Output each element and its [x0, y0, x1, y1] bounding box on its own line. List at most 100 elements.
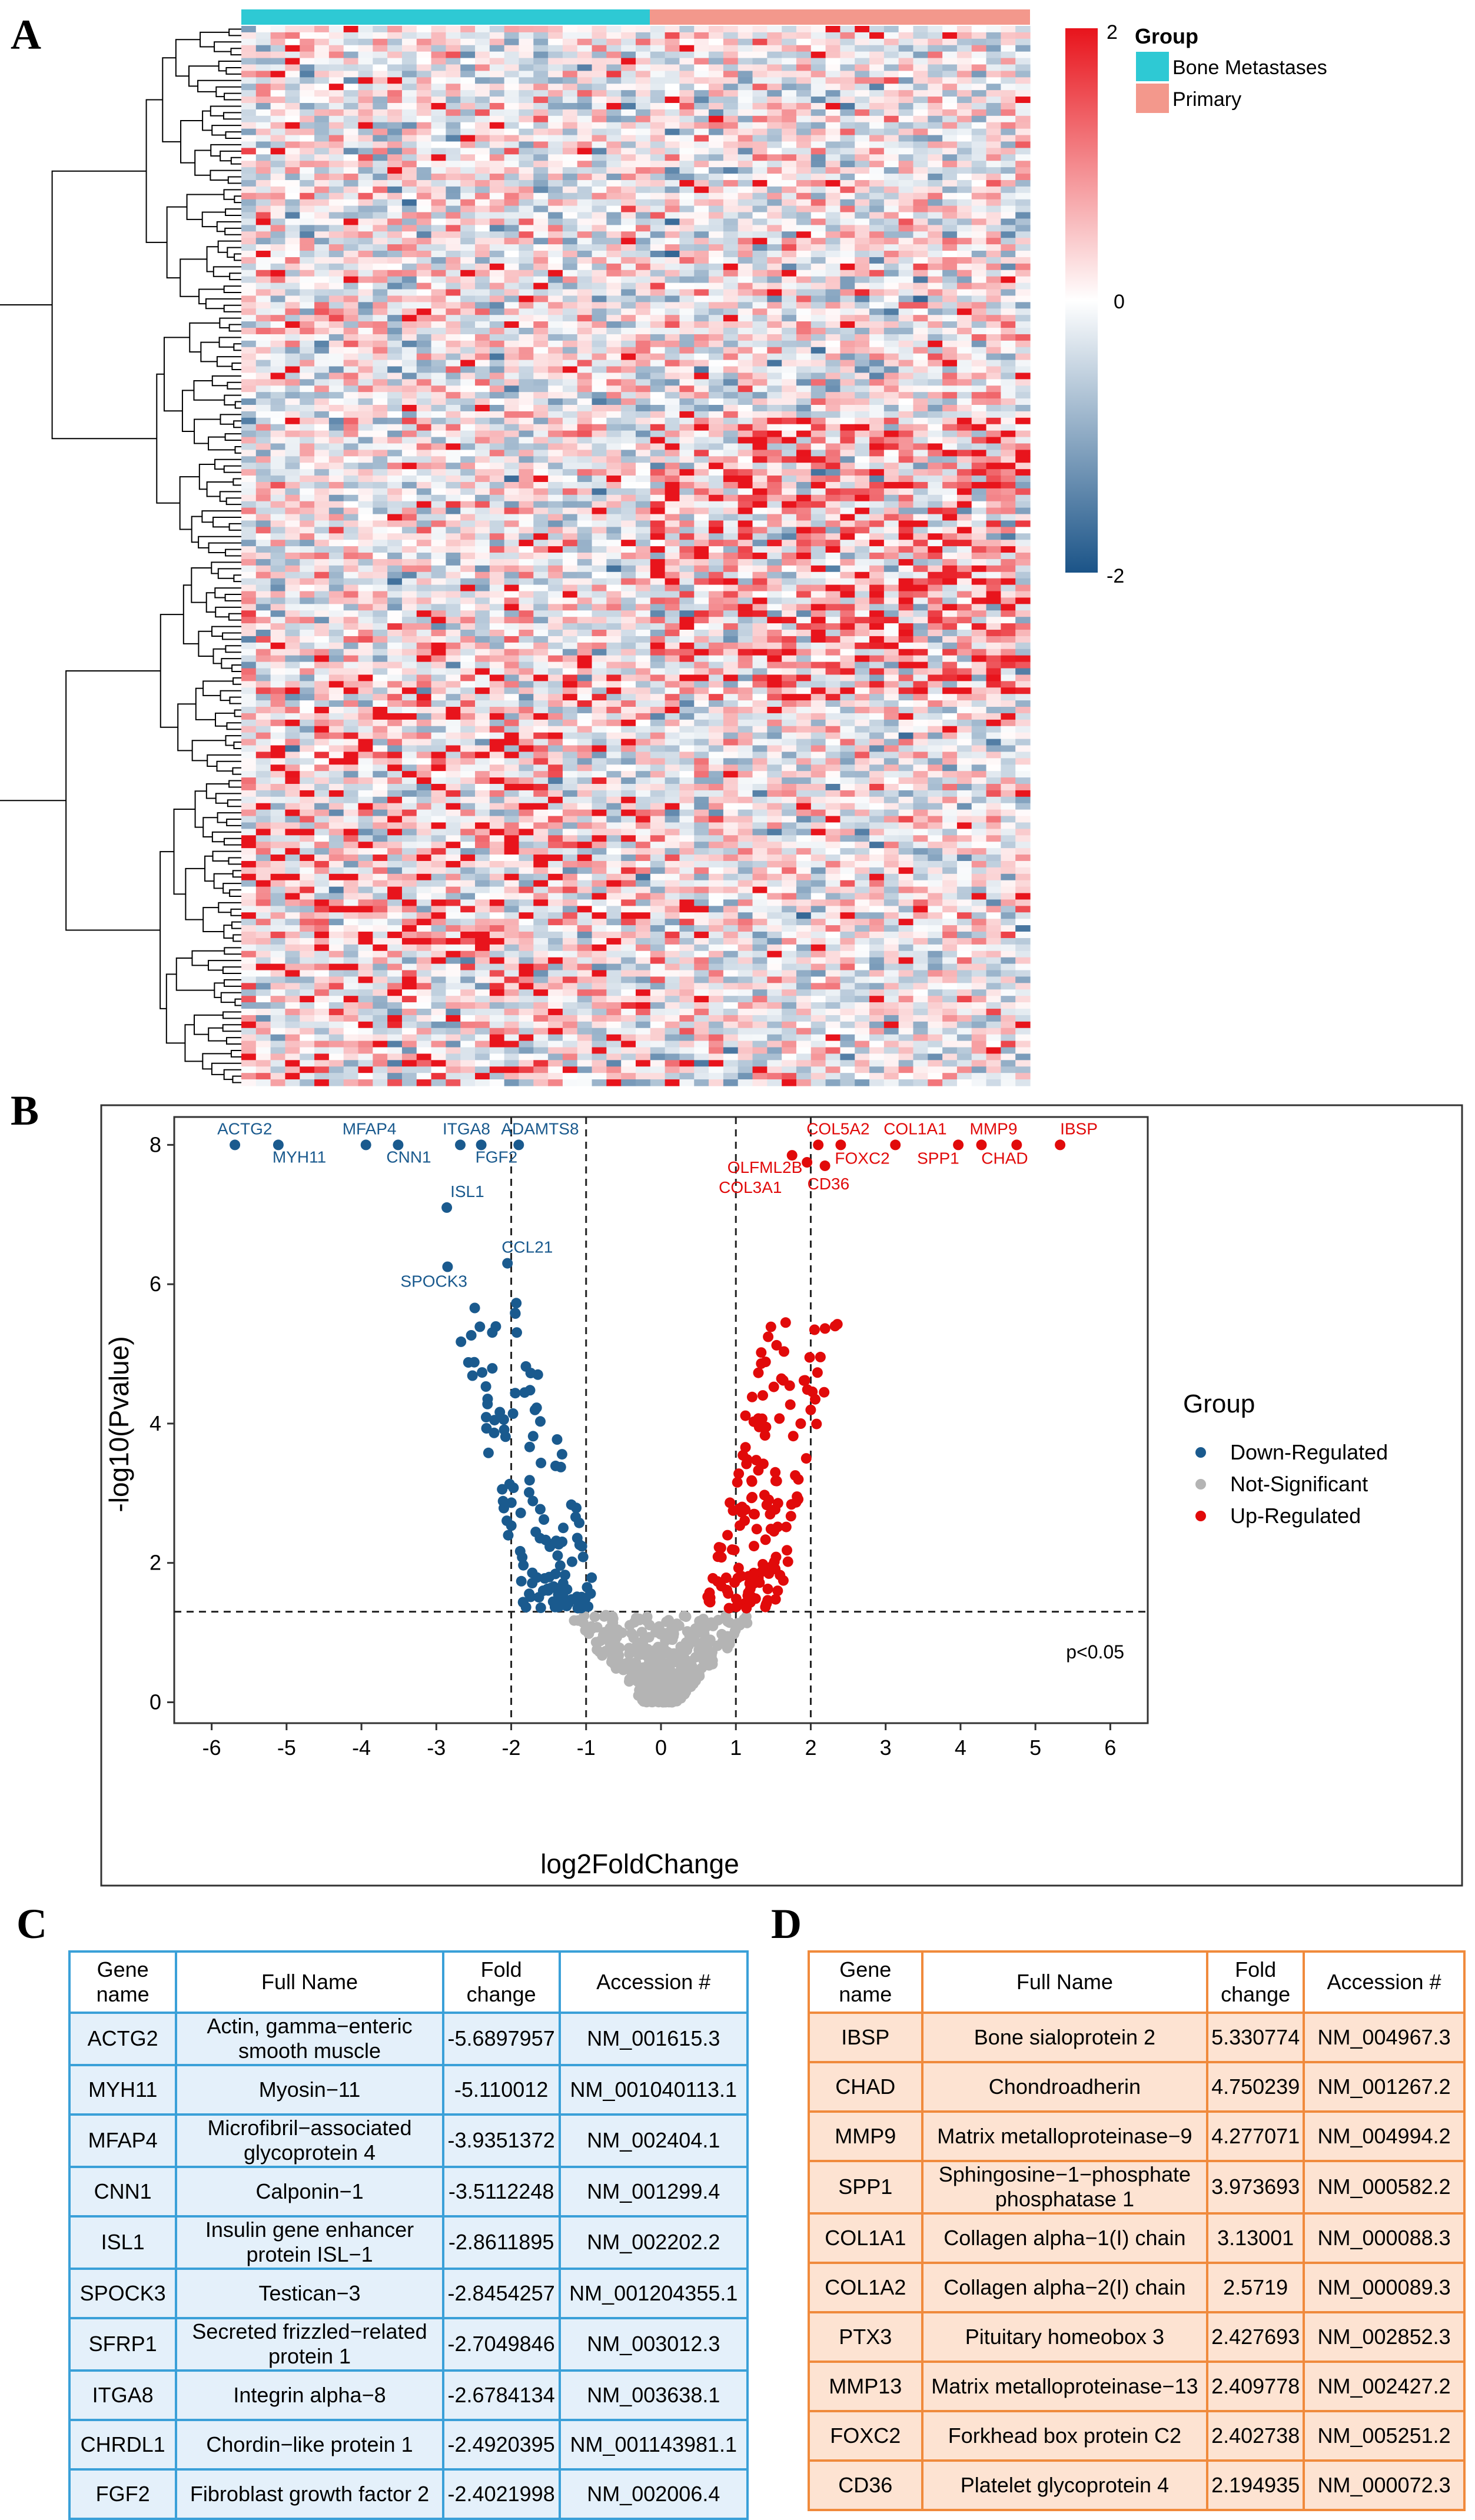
- heatmap-cell: [1015, 418, 1030, 425]
- heatmap-cell: [241, 32, 256, 39]
- heatmap-cell: [855, 295, 869, 302]
- heatmap-cell: [826, 579, 841, 586]
- heatmap-cell: [431, 52, 446, 59]
- heatmap-cell: [928, 488, 942, 496]
- heatmap-cell: [709, 476, 723, 483]
- heatmap-cell: [913, 347, 928, 354]
- heatmap-cell: [650, 103, 665, 110]
- heatmap-cell: [694, 167, 709, 174]
- heatmap-cell: [884, 456, 899, 463]
- heatmap-cell: [738, 566, 753, 573]
- heatmap-cell: [782, 45, 796, 52]
- heatmap-cell: [285, 148, 300, 155]
- heatmap-cell: [241, 97, 256, 104]
- heatmap-cell: [504, 501, 519, 508]
- heatmap-cell: [738, 257, 753, 264]
- heatmap-cell: [271, 379, 285, 386]
- heatmap-cell: [869, 321, 884, 328]
- heatmap-cell: [986, 559, 1001, 566]
- heatmap-cell: [475, 559, 490, 566]
- heatmap-cell: [344, 566, 358, 573]
- heatmap-cell: [402, 109, 417, 117]
- heatmap-cell: [577, 411, 592, 418]
- heatmap-cell: [986, 424, 1001, 431]
- heatmap-cell: [913, 161, 928, 168]
- heatmap-cell: [796, 251, 811, 258]
- heatmap-cell: [621, 231, 636, 238]
- dendrogram-branch: [232, 768, 241, 774]
- heatmap-cell: [475, 218, 490, 225]
- heatmap-cell: [417, 527, 431, 534]
- heatmap-cell: [314, 141, 329, 148]
- heatmap-cell: [417, 469, 431, 476]
- heatmap-cell: [548, 463, 563, 470]
- heatmap-cell: [796, 315, 811, 322]
- heatmap-cell: [592, 26, 607, 33]
- heatmap-cell: [855, 154, 869, 161]
- heatmap-cell: [329, 84, 344, 91]
- heatmap-cell: [942, 591, 957, 599]
- heatmap-cell: [942, 141, 957, 148]
- heatmap-cell: [884, 122, 899, 129]
- heatmap-cell: [723, 32, 738, 39]
- heatmap-cell: [533, 148, 548, 155]
- heatmap-cell: [928, 45, 942, 52]
- heatmap-cell: [913, 476, 928, 483]
- heatmap-cell: [709, 321, 723, 328]
- heatmap-cell: [563, 431, 577, 438]
- heatmap-cell: [358, 463, 373, 470]
- heatmap-cell: [826, 167, 841, 174]
- heatmap-cell: [373, 167, 387, 174]
- heatmap-cell: [884, 546, 899, 553]
- heatmap-cell: [606, 469, 621, 476]
- heatmap-cell: [577, 154, 592, 161]
- heatmap-cell: [840, 97, 855, 104]
- heatmap-cell: [986, 405, 1001, 412]
- heatmap-cell: [285, 520, 300, 527]
- heatmap-cell: [855, 290, 869, 297]
- heatmap-cell: [519, 225, 533, 232]
- heatmap-cell: [519, 174, 533, 181]
- heatmap-cell: [1015, 328, 1030, 335]
- heatmap-cell: [519, 212, 533, 220]
- heatmap-cell: [519, 58, 533, 65]
- dendrogram-branch: [162, 58, 181, 142]
- heatmap-cell: [563, 187, 577, 194]
- heatmap-cell: [271, 84, 285, 91]
- heatmap-cell: [621, 341, 636, 348]
- heatmap-cell: [431, 456, 446, 463]
- heatmap-cell: [417, 476, 431, 483]
- heatmap-cell: [1015, 424, 1030, 431]
- heatmap-cell: [373, 135, 387, 142]
- heatmap-cell: [665, 141, 680, 148]
- heatmap-cell: [563, 122, 577, 129]
- heatmap-cell: [446, 373, 460, 380]
- heatmap-cell: [811, 328, 826, 335]
- heatmap-cell: [256, 437, 271, 444]
- heatmap-cell: [563, 463, 577, 470]
- heatmap-cell: [738, 187, 753, 194]
- heatmap-cell: [942, 308, 957, 315]
- heatmap-cell: [928, 398, 942, 405]
- heatmap-cell: [577, 321, 592, 328]
- heatmap-cell: [767, 437, 782, 444]
- heatmap-cell: [840, 527, 855, 534]
- heatmap-cell: [709, 109, 723, 117]
- heatmap-cell: [884, 334, 899, 341]
- heatmap-cell: [285, 270, 300, 277]
- heatmap-cell: [446, 597, 460, 604]
- heatmap-cell: [650, 135, 665, 142]
- heatmap-cell: [373, 141, 387, 148]
- heatmap-cell: [694, 283, 709, 290]
- heatmap-cell: [344, 52, 358, 59]
- heatmap-cell: [256, 277, 271, 284]
- heatmap-cell: [826, 244, 841, 251]
- heatmap-cell: [475, 373, 490, 380]
- heatmap-cell: [519, 129, 533, 136]
- heatmap-cell: [548, 392, 563, 399]
- heatmap-cell: [621, 392, 636, 399]
- heatmap-cell: [446, 225, 460, 232]
- heatmap-cell: [826, 411, 841, 418]
- heatmap-cell: [256, 193, 271, 200]
- heatmap-cell: [650, 379, 665, 386]
